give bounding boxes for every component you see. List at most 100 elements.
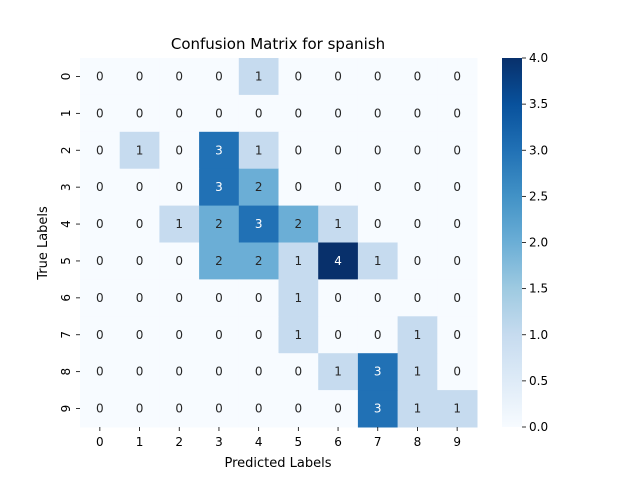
heatmap-cell bbox=[357, 316, 399, 354]
heatmap-cell bbox=[278, 279, 319, 317]
cell-value-label: 0 bbox=[96, 365, 104, 379]
cell-value-label: 0 bbox=[136, 291, 144, 305]
cell-value-label: 0 bbox=[136, 254, 144, 268]
y-tick-label: 1 bbox=[59, 110, 73, 118]
heatmap-cell bbox=[238, 94, 279, 133]
x-tick-label: 0 bbox=[96, 435, 104, 449]
heatmap-cell bbox=[437, 316, 478, 354]
cell-value-label: 0 bbox=[96, 69, 104, 83]
cell-value-label: 4 bbox=[334, 254, 342, 268]
heatmap-cell bbox=[437, 168, 478, 207]
heatmap-cell bbox=[238, 168, 279, 207]
y-tick-label: 0 bbox=[59, 73, 73, 81]
colorbar-tick-label: 2.0 bbox=[529, 236, 548, 250]
y-tick-label: 2 bbox=[59, 146, 73, 154]
cell-value-label: 0 bbox=[215, 106, 223, 120]
heatmap-cell bbox=[357, 205, 399, 243]
heatmap-cell bbox=[238, 205, 279, 243]
heatmap-cell bbox=[357, 131, 399, 170]
cell-value-label: 0 bbox=[255, 328, 263, 342]
heatmap-cell bbox=[278, 242, 319, 280]
heatmap-cell bbox=[199, 390, 240, 428]
heatmap-cell bbox=[159, 94, 200, 133]
y-tick-label: 6 bbox=[59, 294, 73, 302]
heatmap-cell bbox=[80, 168, 121, 207]
colorbar-tick-label: 1.0 bbox=[529, 328, 548, 342]
heatmap-cell bbox=[318, 58, 359, 96]
heatmap-cell bbox=[80, 242, 121, 280]
cell-value-label: 0 bbox=[175, 69, 183, 83]
x-tick-label: 4 bbox=[255, 435, 263, 449]
heatmap-cell bbox=[318, 353, 359, 391]
cell-value-label: 1 bbox=[255, 143, 263, 157]
heatmap-cell bbox=[80, 353, 121, 391]
heatmap-cell bbox=[397, 131, 438, 170]
heatmap-cell bbox=[278, 131, 319, 170]
heatmap-cell bbox=[80, 58, 121, 96]
cell-value-label: 0 bbox=[175, 402, 183, 416]
heatmap-cell bbox=[159, 58, 200, 96]
x-tick-label: 7 bbox=[374, 435, 382, 449]
cell-value-label: 0 bbox=[374, 180, 382, 194]
cell-value-label: 0 bbox=[96, 106, 104, 120]
cell-value-label: 1 bbox=[414, 328, 422, 342]
heatmap-cell bbox=[397, 316, 438, 354]
y-tick-label: 7 bbox=[59, 331, 73, 339]
cell-value-label: 0 bbox=[295, 402, 303, 416]
y-tick-label: 8 bbox=[59, 368, 73, 376]
y-tick-label: 9 bbox=[59, 405, 73, 413]
heatmap-cell bbox=[199, 131, 240, 170]
heatmap-cell bbox=[159, 316, 200, 354]
cell-value-label: 0 bbox=[96, 328, 104, 342]
heatmap-cell bbox=[119, 94, 160, 133]
cell-value-label: 0 bbox=[414, 180, 422, 194]
x-tick-label: 2 bbox=[175, 435, 183, 449]
cell-value-label: 1 bbox=[414, 402, 422, 416]
heatmap-cell bbox=[238, 279, 279, 317]
cell-value-label: 0 bbox=[96, 217, 104, 231]
colorbar-tick-label: 3.0 bbox=[529, 143, 548, 157]
cell-value-label: 0 bbox=[453, 180, 461, 194]
cell-value-label: 0 bbox=[374, 328, 382, 342]
heatmap-cell bbox=[318, 242, 359, 280]
x-tick-label: 3 bbox=[215, 435, 223, 449]
cell-value-label: 1 bbox=[334, 365, 342, 379]
cell-value-label: 0 bbox=[453, 365, 461, 379]
cell-value-label: 0 bbox=[334, 69, 342, 83]
heatmap-cell bbox=[357, 58, 399, 96]
heatmap-cell bbox=[119, 168, 160, 207]
cell-value-label: 2 bbox=[215, 217, 223, 231]
cell-value-label: 0 bbox=[453, 254, 461, 268]
chart-title: Confusion Matrix for spanish bbox=[171, 35, 385, 53]
heatmap-cell bbox=[199, 353, 240, 391]
cell-value-label: 0 bbox=[96, 402, 104, 416]
heatmap-cell bbox=[437, 390, 478, 428]
cell-value-label: 2 bbox=[295, 217, 303, 231]
heatmap-cell bbox=[437, 58, 478, 96]
heatmap-cell bbox=[437, 279, 478, 317]
cell-value-label: 0 bbox=[374, 143, 382, 157]
heatmap-cell bbox=[119, 58, 160, 96]
cell-value-label: 0 bbox=[453, 291, 461, 305]
cell-value-label: 0 bbox=[255, 402, 263, 416]
cell-value-label: 0 bbox=[175, 291, 183, 305]
cell-value-label: 0 bbox=[215, 365, 223, 379]
cell-value-label: 0 bbox=[414, 106, 422, 120]
heatmap-cell bbox=[397, 353, 438, 391]
heatmap-cell bbox=[119, 353, 160, 391]
cell-value-label: 0 bbox=[175, 106, 183, 120]
cell-value-label: 0 bbox=[215, 69, 223, 83]
cell-value-label: 3 bbox=[215, 180, 223, 194]
x-axis-ticks: 0 1 2 3 4 5 6 7 8 9 bbox=[96, 427, 461, 449]
heatmap-cell bbox=[437, 205, 478, 243]
cell-value-label: 0 bbox=[453, 217, 461, 231]
cell-value-label: 0 bbox=[374, 69, 382, 83]
cell-value-label: 0 bbox=[414, 69, 422, 83]
cell-value-label: 2 bbox=[215, 254, 223, 268]
cell-value-label: 0 bbox=[295, 365, 303, 379]
y-tick-label: 3 bbox=[59, 183, 73, 191]
x-tick-label: 8 bbox=[414, 435, 422, 449]
heatmap-cell bbox=[119, 205, 160, 243]
cell-value-label: 0 bbox=[96, 143, 104, 157]
cell-value-label: 3 bbox=[255, 217, 263, 231]
